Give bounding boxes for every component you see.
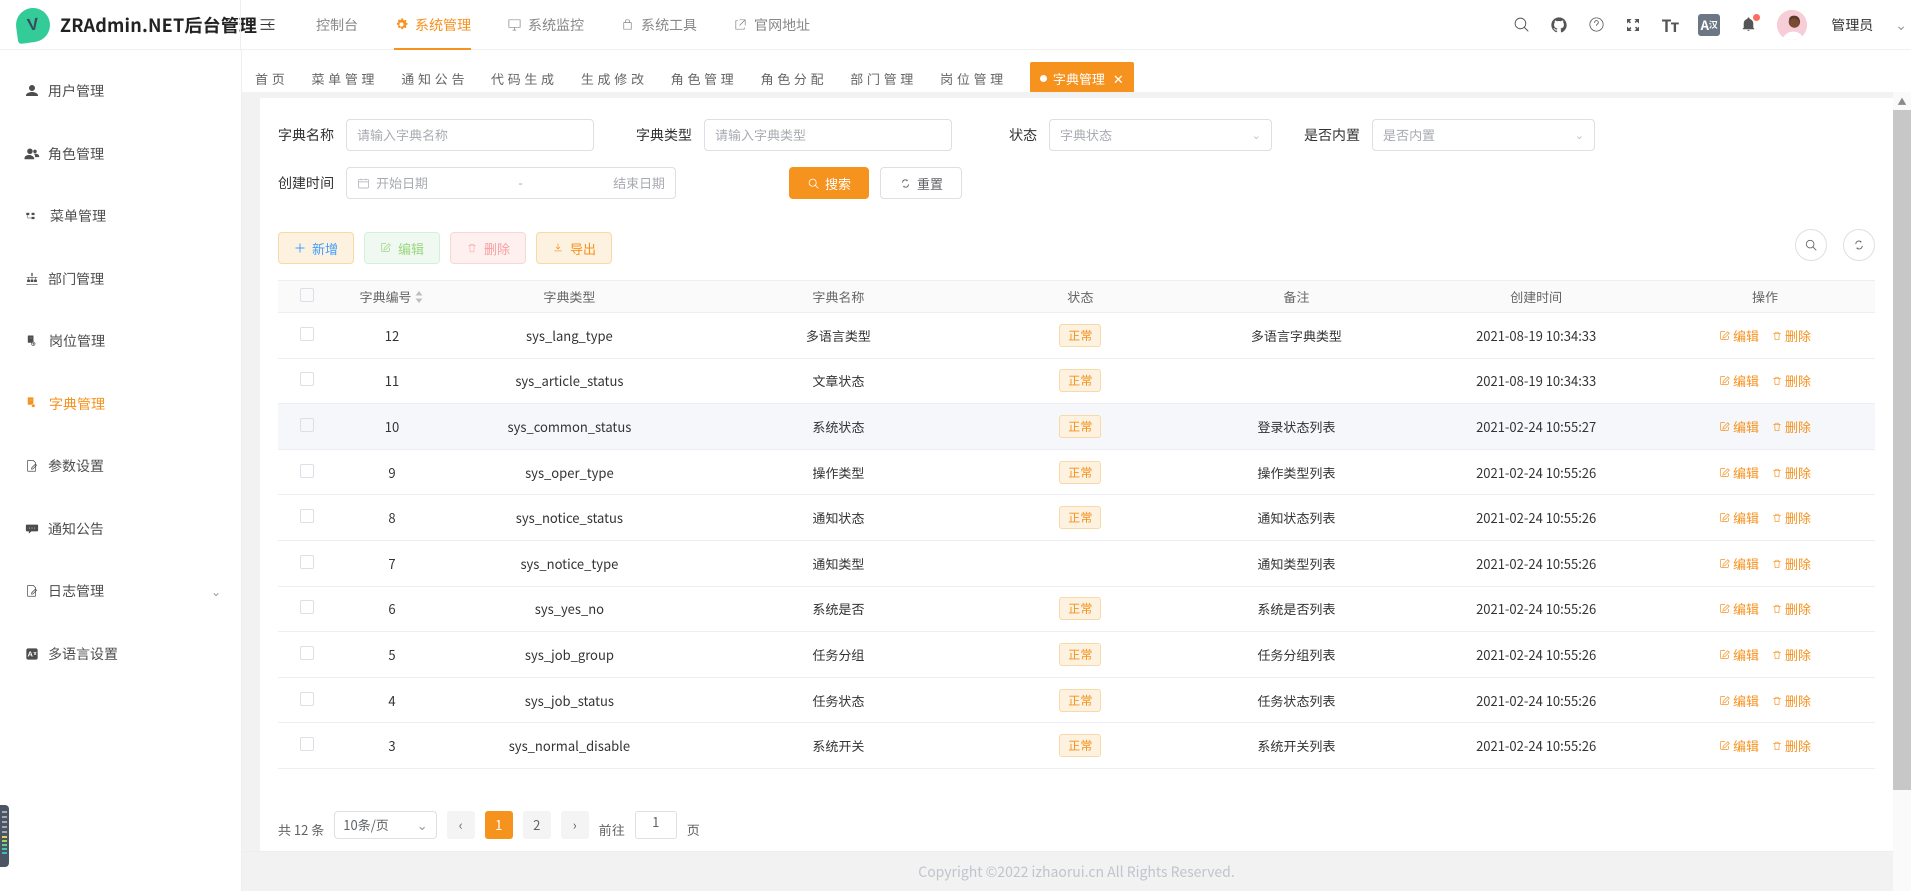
- svg-text:A: A: [28, 649, 34, 658]
